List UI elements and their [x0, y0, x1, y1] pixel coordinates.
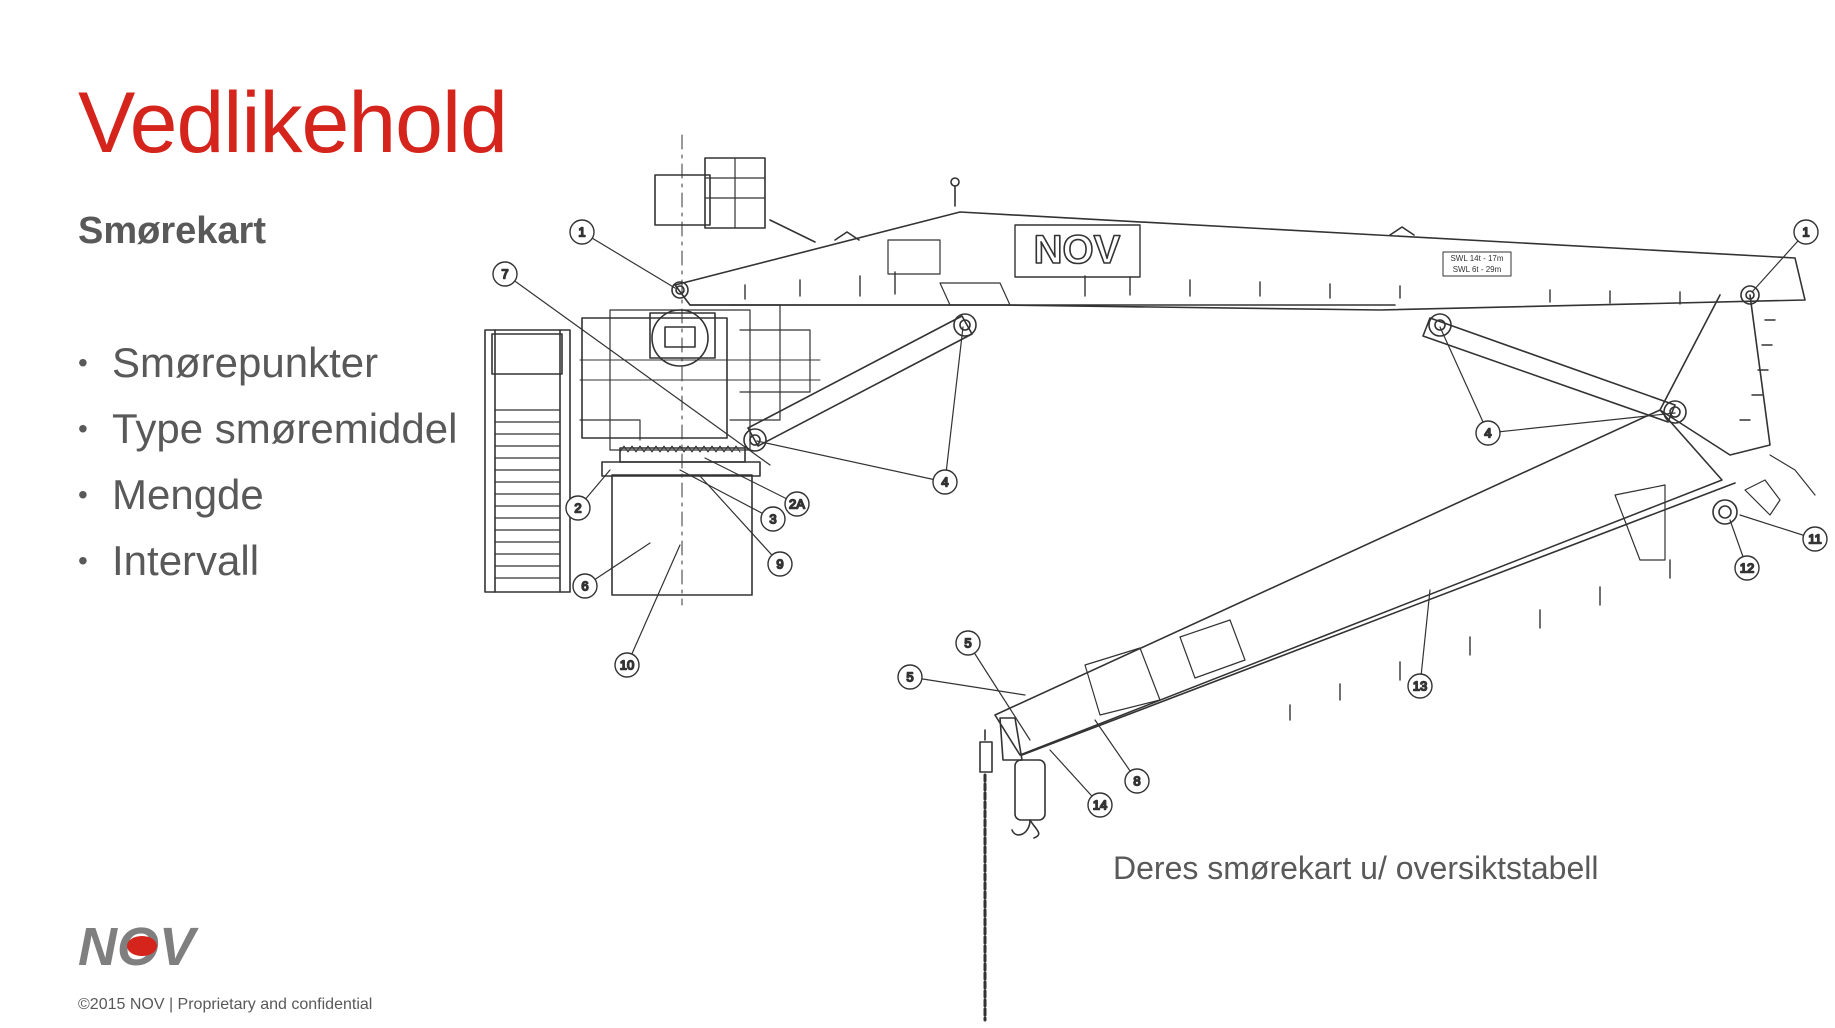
machinery-house	[579, 157, 821, 451]
bullet-item: Type smøremiddel	[78, 396, 457, 462]
knuckle-jib	[994, 294, 1816, 756]
crane-pedestal	[601, 134, 761, 606]
svg-text:10: 10	[620, 658, 634, 673]
callout-1-right: 1	[1793, 219, 1819, 245]
callout-8: 8	[1124, 768, 1150, 794]
svg-text:3: 3	[769, 512, 776, 527]
svg-text:6: 6	[581, 579, 588, 594]
callout-4-left: 4	[932, 469, 958, 495]
callout-14: 14	[1087, 792, 1113, 818]
callout-10: 10	[614, 652, 640, 678]
logo-accent-icon	[127, 936, 157, 956]
svg-text:2A: 2A	[789, 497, 805, 512]
nov-logo: NOV	[78, 920, 199, 970]
main-boom: NOV SWL 14t - 17m SWL 6t - 29m	[671, 177, 1806, 311]
svg-text:9: 9	[776, 557, 783, 572]
callout-2a: 2A	[784, 491, 810, 517]
svg-text:5: 5	[964, 636, 971, 651]
callout-5-upper: 5	[955, 630, 981, 656]
bullet-list: Smørepunkter Type smøremiddel Mengde Int…	[78, 330, 457, 594]
slide-subtitle: Smørekart	[78, 210, 266, 252]
svg-text:2: 2	[574, 501, 581, 516]
luffing-cylinders	[743, 313, 1687, 452]
diagram-caption: Deres smørekart u/ oversiktstabell	[1113, 850, 1599, 886]
slide-title: Vedlikehold	[78, 75, 508, 171]
callout-13: 13	[1407, 673, 1433, 699]
swl-label-line2: SWL 6t - 29m	[1453, 265, 1502, 274]
svg-text:7: 7	[501, 267, 508, 282]
svg-text:13: 13	[1413, 679, 1427, 694]
callout-3: 3	[760, 506, 786, 532]
svg-text:4: 4	[1484, 426, 1491, 441]
svg-text:4: 4	[941, 475, 948, 490]
callout-11: 11	[1802, 526, 1828, 552]
svg-text:8: 8	[1133, 774, 1140, 789]
callout-6: 6	[572, 573, 598, 599]
callout-leaders	[504, 231, 1816, 806]
svg-text:12: 12	[1740, 561, 1754, 576]
callout-7: 7	[492, 261, 518, 287]
svg-text:5: 5	[906, 670, 913, 685]
svg-text:14: 14	[1093, 798, 1107, 813]
callout-2: 2	[565, 495, 591, 521]
callout-5-lower: 5	[897, 664, 923, 690]
boom-nov-logo: NOV	[1034, 228, 1121, 272]
callout-9: 9	[767, 551, 793, 577]
footer-copyright: ©2015 NOV | Proprietary and confidential	[78, 996, 373, 1013]
svg-text:11: 11	[1808, 532, 1822, 547]
bullet-item: Intervall	[78, 528, 457, 594]
callout-12: 12	[1734, 555, 1760, 581]
callout-markers: 1 1 7 2 3 2A 9 6 10 4 4 5 5 8 14 13 11 1…	[492, 219, 1828, 818]
svg-text:1: 1	[1802, 225, 1809, 240]
bullet-item: Smørepunkter	[78, 330, 457, 396]
swl-label-line1: SWL 14t - 17m	[1450, 254, 1503, 263]
stairway	[484, 329, 571, 593]
callout-1-left: 1	[569, 219, 595, 245]
hook-block	[979, 717, 1046, 1022]
callout-4-right: 4	[1475, 420, 1501, 446]
bullet-item: Mengde	[78, 462, 457, 528]
svg-text:1: 1	[578, 225, 585, 240]
